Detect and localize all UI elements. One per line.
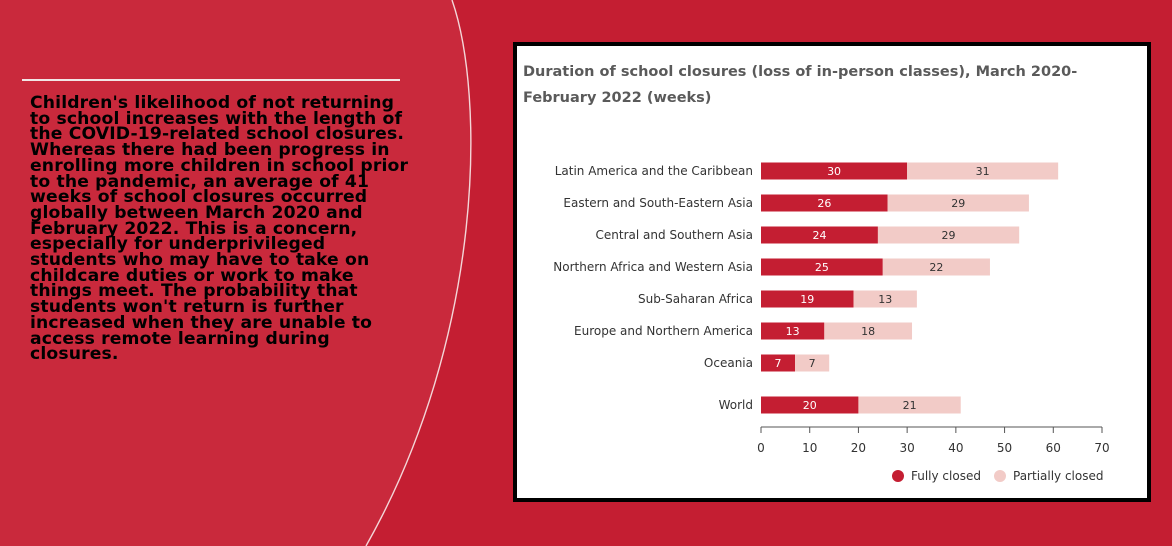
bar-fully-closed	[761, 396, 859, 414]
x-tick-label: 50	[997, 441, 1012, 455]
bar-fully-closed	[761, 194, 888, 212]
bar-partially-closed	[877, 226, 1020, 244]
x-tick-label: 60	[1046, 441, 1061, 455]
x-tick-label: 70	[1094, 441, 1109, 455]
chart-title: Duration of school closures (loss of in-…	[523, 64, 1078, 106]
bar-partially-closed	[853, 290, 917, 308]
value-label-partially-closed: 7	[809, 357, 816, 370]
value-label-fully-closed: 24	[812, 229, 826, 242]
category-label: Northern Africa and Western Asia	[553, 260, 753, 274]
x-tick-label: 30	[900, 441, 915, 455]
bar-chart: Latin America and the Caribbean 30 31 Easte…	[553, 162, 1110, 483]
x-tick-label: 40	[948, 441, 963, 455]
bar-fully-closed	[761, 226, 878, 244]
value-label-fully-closed: 25	[815, 261, 829, 274]
legend-marker-partially-closed	[994, 470, 1006, 482]
legend-label-fully-closed: Fully closed	[911, 469, 981, 483]
bar-partially-closed	[795, 354, 830, 372]
value-label-fully-closed: 19	[800, 293, 814, 306]
text-divider	[22, 79, 400, 81]
category-label: Europe and Northern America	[574, 324, 753, 338]
bar-fully-closed	[761, 322, 825, 340]
bar-partially-closed	[858, 396, 961, 414]
value-label-partially-closed: 31	[976, 165, 990, 178]
value-label-fully-closed: 26	[817, 197, 831, 210]
category-label: Eastern and South-Eastern Asia	[563, 196, 753, 210]
bar-fully-closed	[761, 290, 854, 308]
value-label-fully-closed: 30	[827, 165, 841, 178]
value-label-fully-closed: 7	[775, 357, 782, 370]
value-label-fully-closed: 20	[803, 399, 817, 412]
bar-fully-closed	[761, 258, 883, 276]
category-label: Oceania	[704, 356, 753, 370]
value-label-partially-closed: 29	[951, 197, 965, 210]
category-label: World	[719, 398, 753, 412]
article-paragraph: Children's likelihood of not returning t…	[30, 93, 409, 365]
bar-partially-closed	[882, 258, 990, 276]
bar-partially-closed	[824, 322, 913, 340]
value-label-partially-closed: 18	[861, 325, 875, 338]
value-label-partially-closed: 22	[929, 261, 943, 274]
category-label: Latin America and the Caribbean	[555, 164, 753, 178]
category-label: Central and Southern Asia	[596, 228, 753, 242]
x-tick-label: 0	[757, 441, 765, 455]
legend-label-partially-closed: Partially closed	[1013, 469, 1104, 483]
x-tick-label: 20	[851, 441, 866, 455]
category-label: Sub-Saharan Africa	[638, 292, 753, 306]
bar-partially-closed	[907, 162, 1059, 180]
chart-frame: Duration of school closures (loss of in-…	[513, 42, 1151, 502]
value-label-fully-closed: 13	[786, 325, 800, 338]
value-label-partially-closed: 21	[903, 399, 917, 412]
x-tick-label: 10	[802, 441, 817, 455]
value-label-partially-closed: 13	[878, 293, 892, 306]
bar-fully-closed	[761, 162, 908, 180]
bar-fully-closed	[761, 354, 796, 372]
value-label-partially-closed: 29	[942, 229, 956, 242]
legend-marker-fully-closed	[892, 470, 904, 482]
bar-partially-closed	[887, 194, 1029, 212]
